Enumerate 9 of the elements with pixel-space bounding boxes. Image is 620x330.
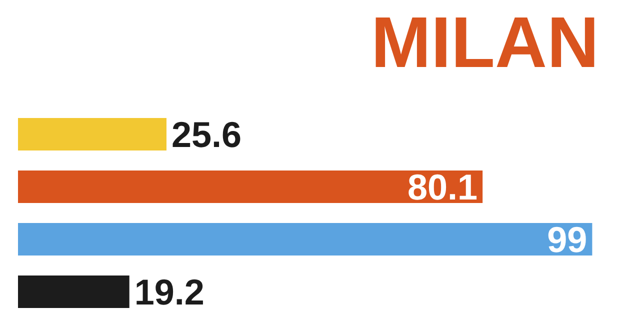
bar <box>18 170 483 204</box>
chart-title: MILAN <box>371 3 599 83</box>
data-label: 80.1 <box>408 166 478 208</box>
bar <box>18 118 166 151</box>
bar <box>18 222 592 256</box>
data-label: 25.6 <box>171 114 242 155</box>
data-label: 99 <box>547 218 588 260</box>
bar <box>18 275 130 308</box>
data-label: 19.2 <box>134 271 204 312</box>
